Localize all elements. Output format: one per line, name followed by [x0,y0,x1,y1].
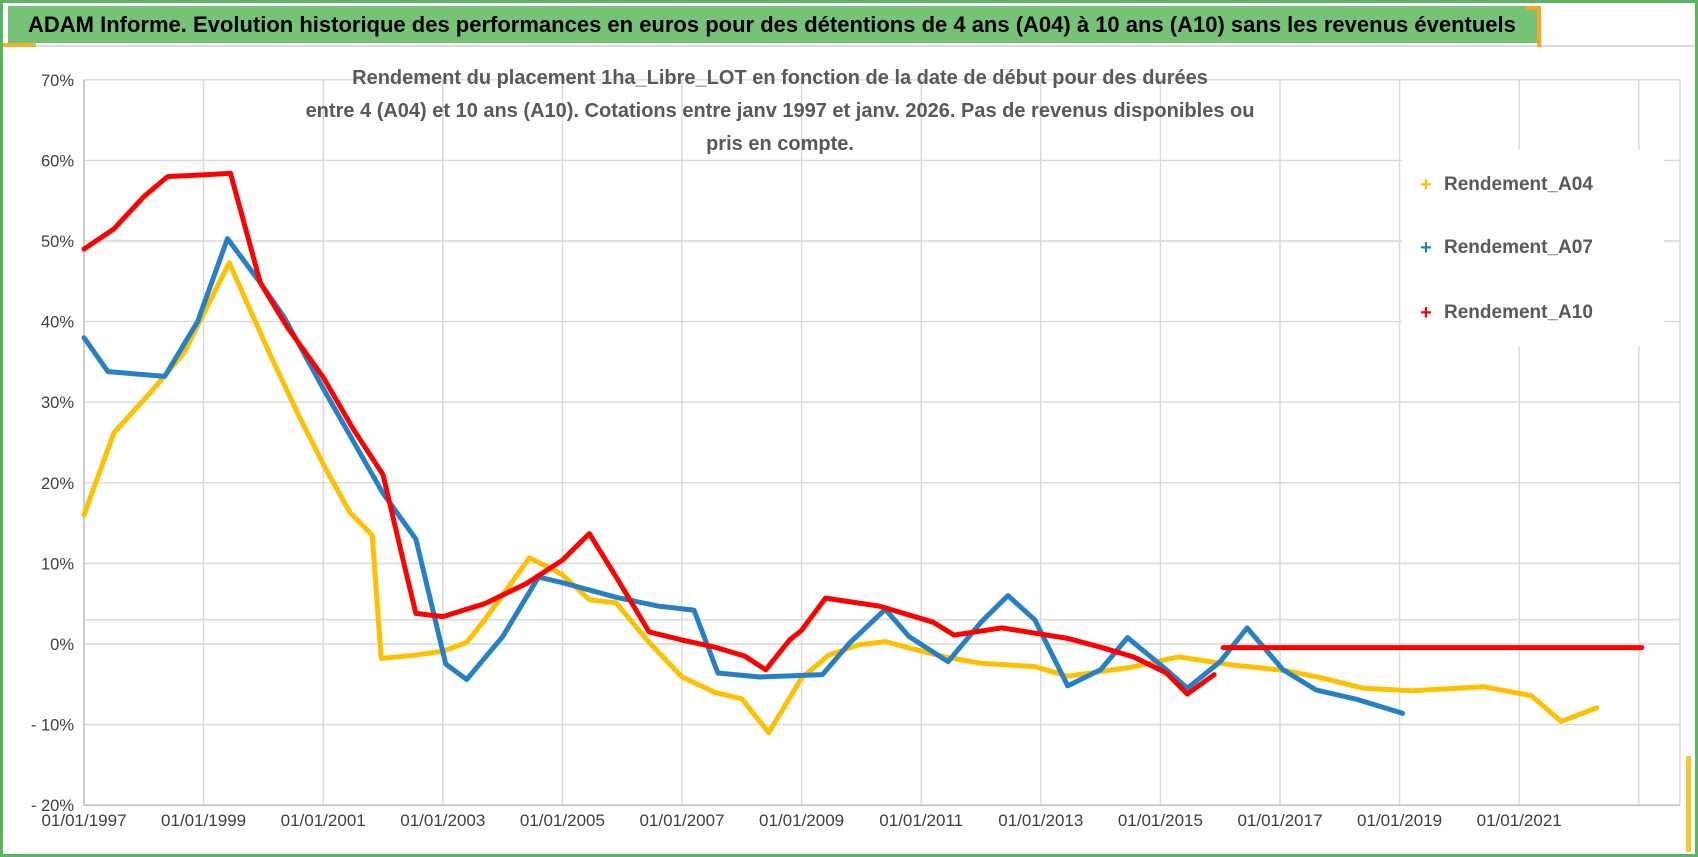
sheet-title: ADAM Informe. Evolution historique des p… [28,12,1516,37]
chart-title-line2: entre 4 (A04) et 10 ans (A10). Cotations… [305,100,1255,155]
y-tick-label: 30% [41,394,74,412]
x-tick-label: 01/01/2009 [759,811,844,830]
y-tick-label: 10% [41,555,74,573]
x-tick-label: 01/01/1997 [41,811,126,830]
x-tick-label: 01/01/2011 [879,811,963,830]
legend-item-rendement-a07[interactable]: + Rendement_A07 [1418,233,1593,263]
legend-background [1402,150,1664,346]
x-tick-label: 01/01/2001 [281,811,366,830]
top-right-accent-bracket [1537,6,1541,47]
y-tick-label: 60% [41,152,74,170]
x-tick-label: 01/01/2019 [1357,811,1442,830]
legend-item-rendement-a10[interactable]: + Rendement_A10 [1418,298,1593,328]
plus-marker-icon: + [1420,301,1432,324]
y-tick-label: 0% [50,636,74,654]
x-tick-label: 01/01/2017 [1237,811,1322,830]
x-tick-label: 01/01/2015 [1118,811,1203,830]
y-tick-label: 40% [41,314,74,332]
legend-label: Rendement_A07 [1444,237,1593,258]
series-rendement_a04[interactable] [81,260,1600,736]
sheet-title-banner: ADAM Informe. Evolution historique des p… [8,6,1537,43]
x-tick-label: 01/01/2013 [998,811,1083,830]
x-tick-label: 01/01/2021 [1477,811,1562,830]
bottom-right-accent-bar [1686,756,1691,852]
legend-label: Rendement_A04 [1444,174,1593,195]
y-tick-label: - 10% [31,717,74,735]
y-tick-label: 50% [41,233,74,251]
legend-item-rendement-a04[interactable]: + Rendement_A04 [1418,170,1593,200]
x-tick-label: 01/01/1999 [161,811,246,830]
y-tick-label: 70% [41,72,74,90]
top-right-accent-bracket-stub [1526,6,1541,10]
chart-title-line1: Rendement du placement 1ha_Libre_LOT en … [352,67,1208,89]
left-accent-dash [0,43,36,47]
series-rendement_a10[interactable] [81,170,1217,697]
banner-divider [0,45,1698,47]
series-rendement_a07[interactable] [81,236,1406,716]
plus-marker-icon: + [1420,173,1432,196]
x-tick-label: 01/01/2007 [639,811,724,830]
x-tick-label: 01/01/2005 [520,811,605,830]
legend-label: Rendement_A10 [1444,302,1593,323]
y-tick-label: 20% [41,475,74,493]
plus-marker-icon: + [1420,236,1432,259]
y-tick-label: - 20% [31,797,74,815]
x-tick-label: 01/01/2003 [400,811,485,830]
chart-title: Rendement du placement 1ha_Libre_LOT en … [290,62,1270,161]
